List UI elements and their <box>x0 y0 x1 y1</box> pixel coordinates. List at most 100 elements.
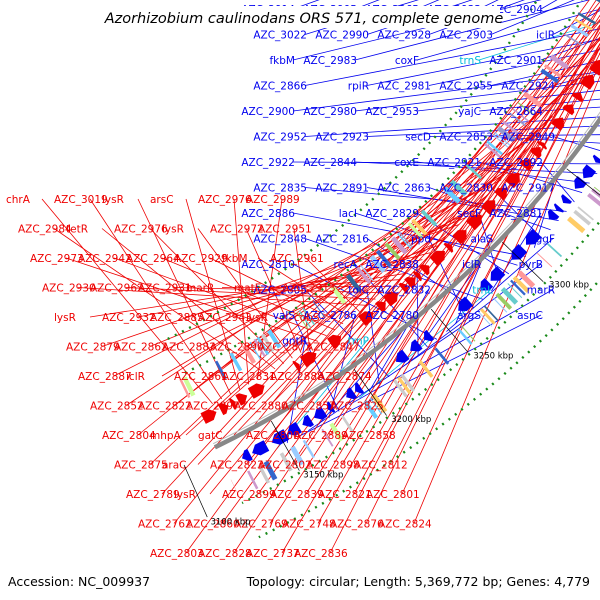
forward-gene-label-8: AZC_2903 <box>439 30 493 42</box>
forward-label-line-34 <box>540 161 575 203</box>
forward-gene-label-14: AZC_2901 <box>489 55 543 67</box>
reverse-gene-label-72: AZC_2803 <box>150 548 204 560</box>
reverse-label-line-31 <box>149 216 467 347</box>
forward-gene-label-31: AZC_2844 <box>303 157 357 169</box>
forward-label-line-17 <box>428 49 600 86</box>
reverse-gene-label-25: AZC_2932 <box>102 312 156 324</box>
tick-label-4: 3300 kbp <box>549 280 589 290</box>
forward-gene-arrow-24 <box>553 203 565 213</box>
reverse-gene-label-12: AZC_2973 <box>30 253 84 265</box>
reverse-gene-label-10: AZC_2972 <box>210 224 264 236</box>
forward-feature-block-34 <box>591 188 600 199</box>
forward-gene-label-43: secF <box>457 208 481 220</box>
forward-gene-label-6: AZC_2990 <box>315 30 369 42</box>
tick-line-6 <box>353 368 387 416</box>
reverse-gene-arrow-31 <box>404 277 416 289</box>
forward-gene-arrow-37 <box>314 406 328 420</box>
reverse-label-line-10 <box>245 228 302 353</box>
reverse-label-line-70 <box>365 46 600 524</box>
forward-gene-label-32: coxE <box>394 157 419 169</box>
forward-feature-block-43 <box>510 279 526 296</box>
reverse-feature-block-59 <box>302 307 316 326</box>
forward-gene-label-56: tolC <box>348 285 369 297</box>
forward-label-line-20 <box>292 71 600 112</box>
reverse-gene-arrow-21 <box>519 159 532 171</box>
reverse-feature-block-25 <box>577 12 596 25</box>
reverse-label-line-52 <box>329 48 599 436</box>
reverse-gene-arrow-26 <box>452 230 467 245</box>
forward-feature-block-68 <box>257 464 271 484</box>
reverse-gene-label-37: iclR <box>126 371 145 383</box>
reverse-gene-label-20: AZC_2931 <box>138 283 192 295</box>
reverse-feature-block-48 <box>398 231 414 248</box>
reverse-gene-label-56: AZC_2823 <box>210 460 264 472</box>
forward-feature-block-69 <box>247 470 259 490</box>
reverse-gene-label-65: AZC_2801 <box>366 489 420 501</box>
reverse-feature-block-24 <box>595 0 600 3</box>
reverse-gene-arrow-23 <box>494 187 507 201</box>
forward-gene-arrow-28 <box>490 266 506 281</box>
reverse-gene-label-48: AZC_2804 <box>102 430 156 442</box>
reverse-feature-block-35 <box>509 112 527 127</box>
reverse-feature-block-44 <box>443 186 461 204</box>
forward-label-line-22 <box>416 89 600 112</box>
reverse-gene-label-9: lysR <box>162 224 184 236</box>
reverse-feature-block-55 <box>356 266 372 285</box>
reverse-gene-arrow-36 <box>327 334 342 349</box>
reverse-feature-block-33 <box>517 102 535 116</box>
reverse-gene-arrow-15 <box>580 74 595 90</box>
forward-gene-label-16: rpiR <box>348 81 369 93</box>
forward-gene-arrow-33 <box>395 349 410 363</box>
reverse-feature-block-66 <box>249 341 261 360</box>
accession-text: Accession: NC_009937 <box>8 574 150 589</box>
forward-label-line-8 <box>490 0 575 35</box>
tick-line-5 <box>430 308 469 353</box>
reverse-gene-arrow-20 <box>529 147 542 159</box>
reverse-feature-block-28 <box>564 33 583 46</box>
reverse-feature-block-61 <box>296 312 309 330</box>
reverse-feature-block-42 <box>465 163 483 180</box>
forward-gene-label-20: AZC_2900 <box>241 106 295 118</box>
reverse-gene-label-67: AZC_2860 <box>186 519 240 531</box>
dotted-ring-2 <box>241 219 600 505</box>
reverse-gene-label-46: AZC_2857 <box>282 401 336 413</box>
reverse-gene-label-51: AZC_2800 <box>246 430 300 442</box>
reverse-label-line-58 <box>341 42 600 465</box>
reverse-feature-block-39 <box>492 134 509 148</box>
forward-gene-label-54: pyrB <box>519 259 543 271</box>
reverse-feature-block-50 <box>390 236 408 255</box>
forward-gene-label-15: AZC_2866 <box>253 81 307 93</box>
reverse-feature-block-32 <box>523 91 543 108</box>
forward-label-line-27 <box>428 134 600 137</box>
reverse-feature-block-53 <box>369 254 386 274</box>
forward-gene-label-50: AZC_2810 <box>241 259 295 271</box>
forward-gene-label-33: AZC_2921 <box>427 157 481 169</box>
forward-label-line-31 <box>354 161 598 174</box>
reverse-gene-label-64: AZC_2821 <box>318 489 372 501</box>
forward-gene-label-10: fkbM <box>269 55 295 67</box>
reverse-gene-label-54: AZC_2875 <box>114 460 168 472</box>
forward-label-line-59 <box>349 289 554 406</box>
forward-feature-block-52 <box>457 328 473 346</box>
forward-gene-arrow-29 <box>480 278 494 291</box>
reverse-label-line-73 <box>233 0 597 554</box>
reverse-gene-label-70: AZC_2876 <box>330 519 384 531</box>
reverse-feature-block-70 <box>182 376 196 397</box>
forward-gene-label-39: AZC_2917 <box>501 183 555 195</box>
forward-gene-label-11: AZC_2983 <box>303 55 357 67</box>
reverse-gene-label-34: AZC_2873 <box>258 342 312 354</box>
forward-feature-block-36 <box>577 206 594 221</box>
reverse-gene-label-33: AZC_2890 <box>210 342 264 354</box>
reverse-gene-label-0: chrA <box>6 194 31 206</box>
forward-gene-arrow-22 <box>574 176 587 189</box>
forward-gene-label-60: valS <box>273 310 296 322</box>
reverse-gene-arrow-30 <box>412 271 422 282</box>
forward-gene-label-45: AZC_2848 <box>253 234 307 246</box>
forward-feature-block-40 <box>536 252 553 268</box>
reverse-gene-label-47: AZC_2825 <box>330 401 384 413</box>
reverse-label-line-42 <box>125 132 541 406</box>
forward-feature-block-70 <box>230 479 240 498</box>
reverse-feature-block-56 <box>345 273 362 293</box>
reverse-gene-label-24: lysR <box>54 312 76 324</box>
